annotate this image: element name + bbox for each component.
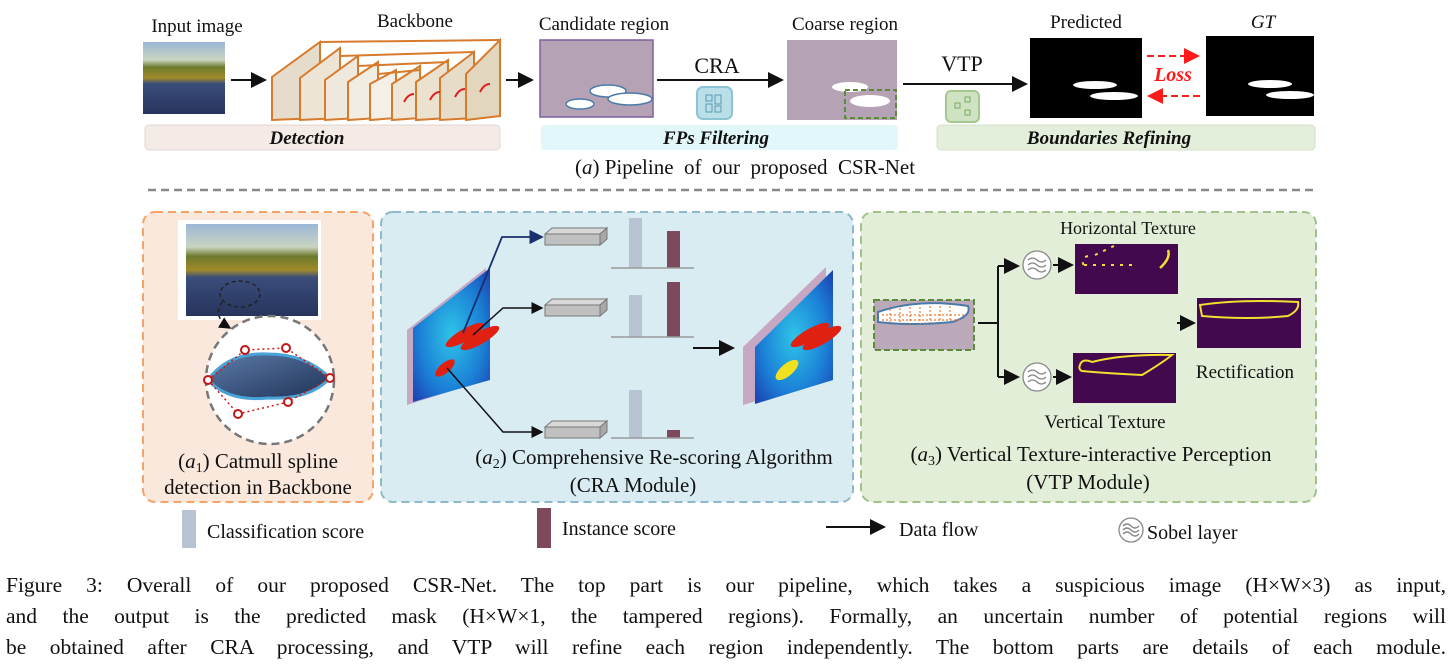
stage-bar-detection [144,124,501,151]
legend: Classification score Instance score Data… [182,508,1238,548]
stage-label-fps-filtering: FPs Filtering [662,128,769,149]
legend-sobel-label: Sobel layer [1147,522,1238,544]
panel-a1-caption-line1: (a1) Catmull spline [178,449,338,476]
legend-data-flow-label: Data flow [899,519,979,541]
horizontal-texture-label: Horizontal Texture [1060,218,1196,238]
panel-a2-cra-module: (a2) Comprehensive Re-scoring Algorithm … [380,211,854,503]
instance-score-bar [667,231,680,268]
classification-score-bar [629,218,642,268]
legend-sobel-icon [1118,517,1144,543]
legend-instance-label: Instance score [562,518,676,540]
classification-score-bar [629,390,642,438]
stage-bar-boundaries-refining [936,124,1316,151]
rectification-label: Rectification [1196,362,1295,383]
coarse-region-label: Coarse region [792,14,899,35]
stage-bar-fps-filtering [541,125,898,150]
panel-a3-vtp-module: Horizontal Texture Rectification Vertica… [860,211,1317,503]
legend-instance-swatch [537,508,551,548]
coarse-region-image [787,40,897,120]
panel-a2-caption-line1: (a2) Comprehensive Re-scoring Algorithm [475,445,833,472]
panel-a1-caption-line2: detection in Backbone [164,475,352,499]
backbone-label: Backbone [377,11,453,32]
instance-score-bar [667,430,680,438]
stage-label-boundaries-refining: Boundaries Refining [1026,128,1191,149]
panel-a3-caption-line2: (VTP Module) [1026,470,1149,494]
panel-a3-caption-line1: (a3) Vertical Texture-interactive Percep… [910,442,1272,469]
pipeline-subcaption: (a) Pipeline of our proposed CSR-Net [575,155,915,179]
vtp-module-icon [945,90,980,123]
sobel-layer-icon [1022,250,1052,280]
stage-label-detection: Detection [269,128,345,149]
legend-classification-swatch [182,510,196,548]
cra-label: CRA [694,53,739,78]
panel-a1-catmull-spline: (a1) Catmull spline detection in Backbon… [142,211,374,503]
panel-a2-caption-line2: (CRA Module) [570,473,697,497]
figure-caption-line-3: be obtained after CRA processing, and VT… [6,635,1446,659]
figure-caption-line-2: and the output is the predicted mask (H×… [6,604,1446,628]
ground-truth-mask [1206,36,1314,116]
sobel-layer-icon [1022,362,1052,392]
instance-score-bar [667,282,680,337]
vertical-texture-label: Vertical Texture [1044,412,1165,433]
figure-caption-line-1: Figure 3: Overall of our proposed CSR-Ne… [6,573,1446,597]
gt-label: GT [1251,12,1277,33]
candidate-region-image [539,39,654,118]
predicted-label: Predicted [1050,12,1122,33]
vtp-label: VTP [941,51,983,76]
cra-module-icon [696,86,733,120]
input-image-label: Input image [151,16,242,37]
loss-label: Loss [1153,64,1192,86]
input-image [143,42,225,114]
legend-classification-label: Classification score [207,521,364,543]
classification-score-bar [629,295,642,337]
candidate-region-label: Candidate region [539,14,670,35]
backbone-network-illustration [271,37,501,122]
predicted-mask [1030,38,1142,118]
